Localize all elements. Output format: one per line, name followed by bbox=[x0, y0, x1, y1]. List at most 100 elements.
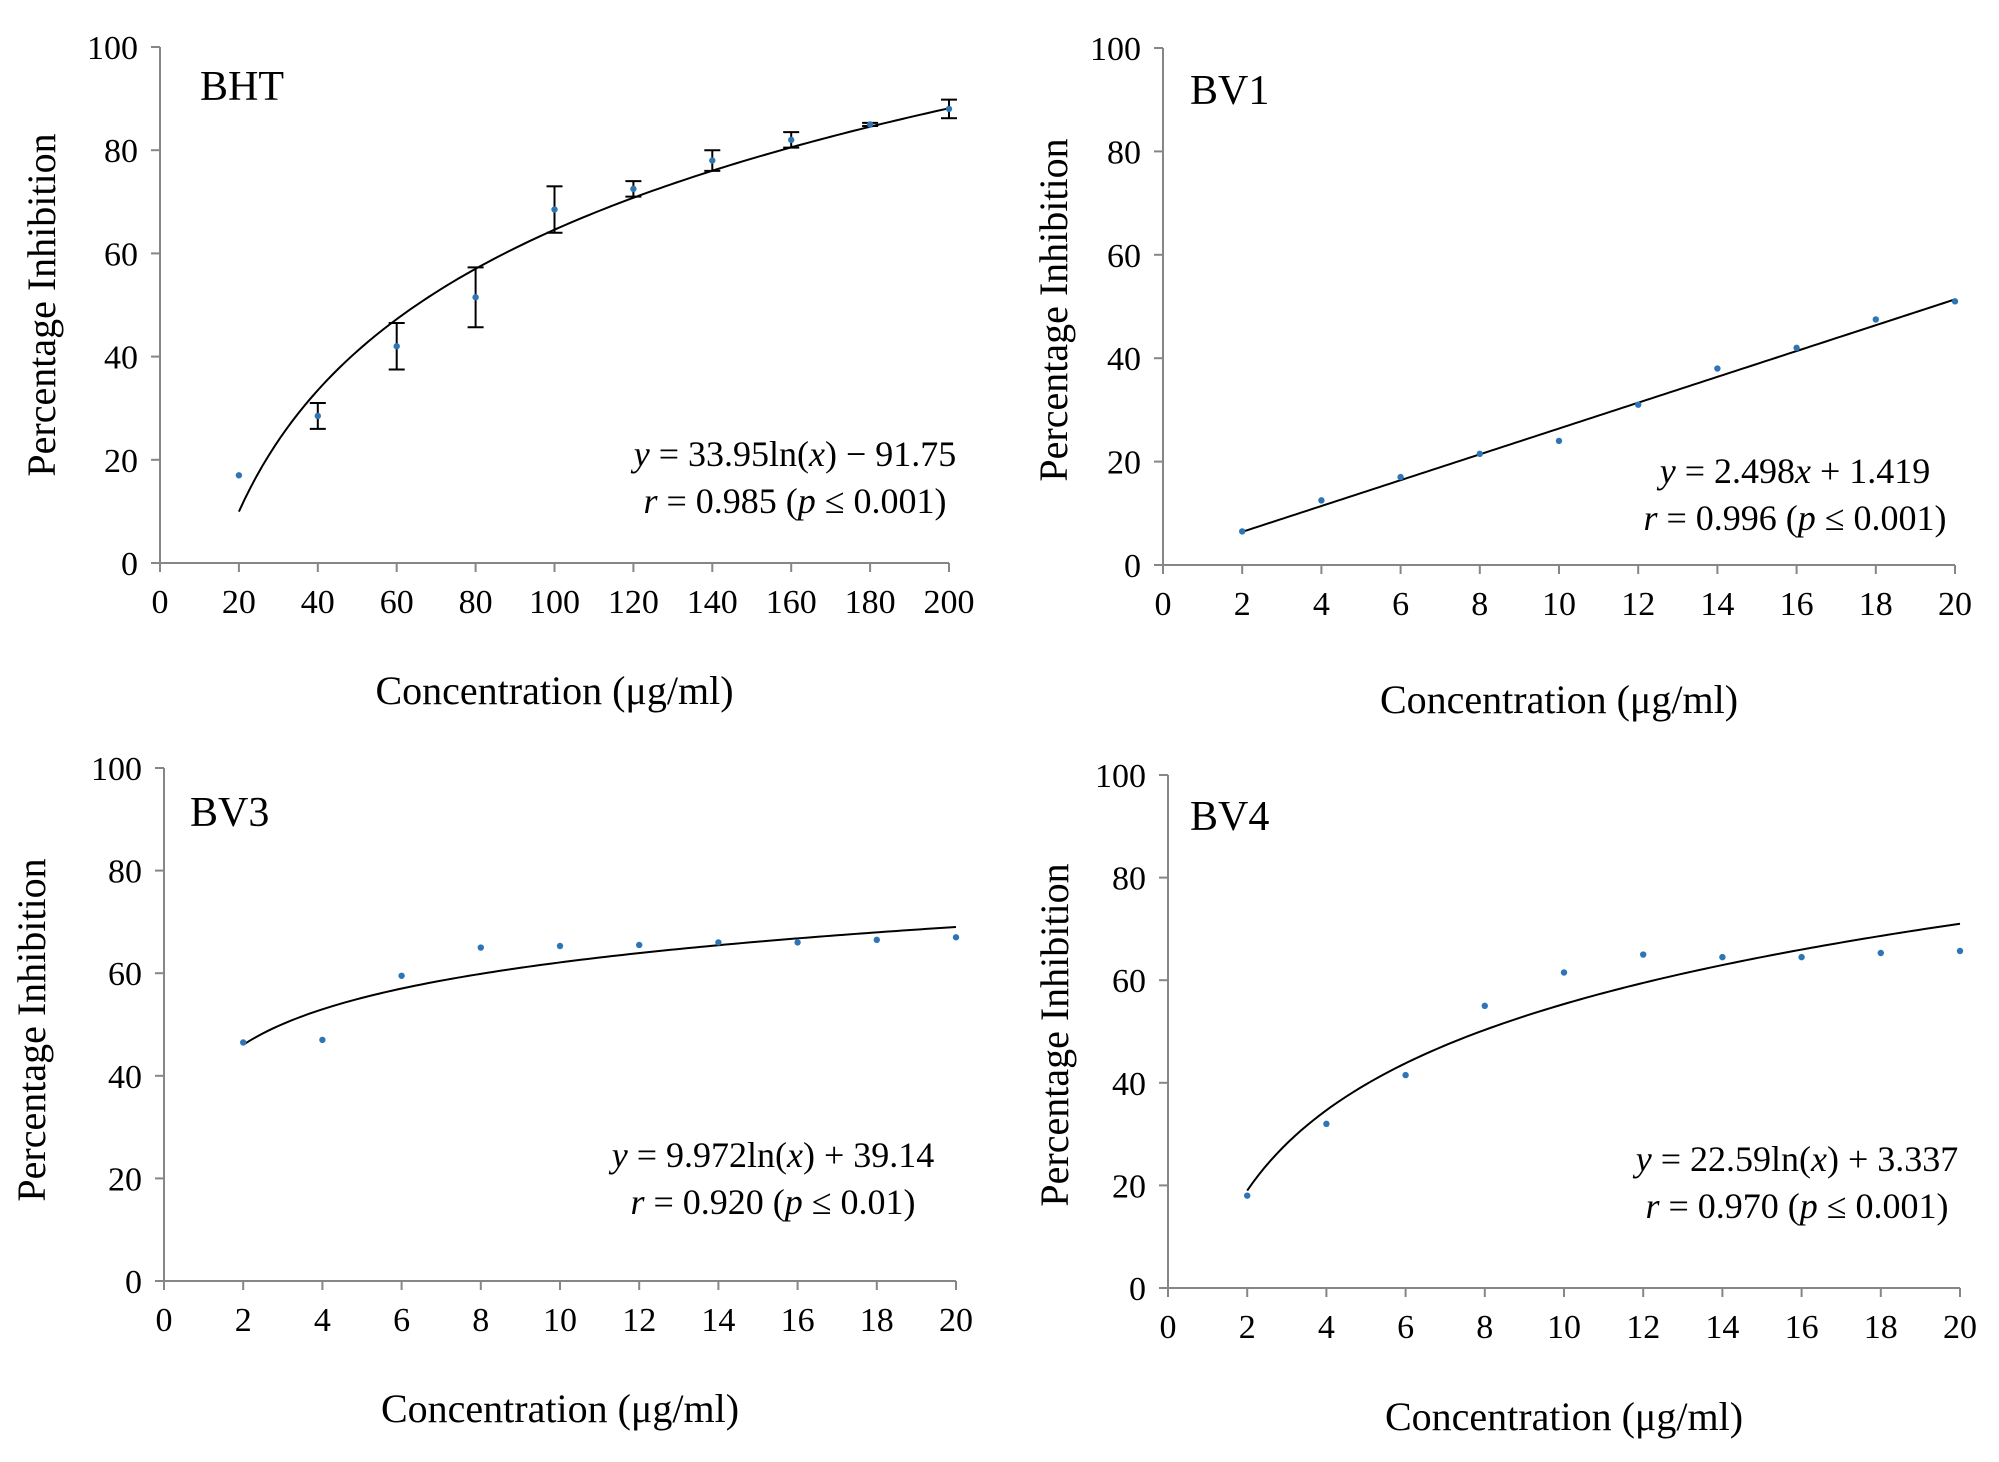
data-point bbox=[1481, 1002, 1489, 1010]
y-tick-label: 0 bbox=[1124, 548, 1141, 585]
data-point bbox=[1318, 497, 1325, 504]
regression-equation: y = 22.59ln(x) + 3.337 bbox=[1633, 1139, 1959, 1179]
y-tick-label: 0 bbox=[121, 546, 138, 583]
data-point bbox=[556, 942, 564, 950]
x-tick-label: 0 bbox=[156, 1302, 173, 1339]
x-tick-label: 180 bbox=[845, 584, 896, 621]
data-point bbox=[630, 185, 637, 193]
data-point bbox=[551, 206, 558, 213]
x-tick-label: 12 bbox=[622, 1302, 656, 1339]
equation-middle: = 22.59ln( bbox=[1652, 1139, 1811, 1179]
x-tick-label: 60 bbox=[380, 584, 414, 621]
x-tick-label: 0 bbox=[1155, 586, 1172, 623]
y-tick-label: 100 bbox=[1090, 31, 1141, 68]
data-point bbox=[1719, 953, 1726, 961]
chart-panel: 0 2 4 6 8 10 12 14 16 18 20 0 20 40 60 80 100 BV1 Concen… bbox=[1031, 31, 1972, 722]
y-tick-label: 60 bbox=[1112, 963, 1146, 1000]
x-axis-title: Concentration (μg/ml) bbox=[1380, 677, 1738, 722]
correlation-stat: r = 0.985 (p ≤ 0.001) bbox=[643, 481, 946, 521]
x-tick-label: 20 bbox=[1943, 1309, 1977, 1346]
x-tick-label: 0 bbox=[1160, 1309, 1177, 1346]
x-tick-label: 120 bbox=[608, 584, 659, 621]
equation-y-symbol: y bbox=[609, 1135, 628, 1175]
y-axis-title: Percentage Inhibition bbox=[1032, 863, 1077, 1206]
correlation-stat: r = 0.970 (p ≤ 0.001) bbox=[1645, 1186, 1948, 1226]
panel-title: BV4 bbox=[1190, 794, 1269, 840]
y-axis-title: Percentage Inhibition bbox=[19, 133, 64, 476]
data-point bbox=[873, 936, 880, 944]
x-tick-label: 14 bbox=[1700, 586, 1734, 623]
trendline bbox=[1241, 298, 1956, 533]
y-tick-label: 100 bbox=[87, 30, 138, 67]
data-point bbox=[1476, 450, 1484, 458]
stat-r-value: = 0.970 ( bbox=[1659, 1186, 1799, 1226]
x-tick-label: 200 bbox=[924, 584, 975, 621]
y-tick-label: 80 bbox=[1112, 861, 1146, 898]
chart-panel: 0 2 4 6 8 10 12 14 16 18 20 0 20 40 60 80 100 BV3 Concen… bbox=[9, 751, 973, 1431]
y-tick-label: 0 bbox=[125, 1264, 142, 1301]
equation-end: ) + 3.337 bbox=[1827, 1139, 1958, 1179]
x-tick-label: 20 bbox=[222, 584, 256, 621]
x-tick-label: 4 bbox=[1318, 1309, 1335, 1346]
data-point bbox=[1239, 528, 1246, 535]
x-tick-label: 16 bbox=[1785, 1309, 1819, 1346]
x-axis-title: Concentration (μg/ml) bbox=[1385, 1394, 1743, 1439]
x-tick-label: 18 bbox=[1864, 1309, 1898, 1346]
y-tick-label: 80 bbox=[1107, 134, 1141, 171]
data-point bbox=[1397, 473, 1404, 481]
x-tick-label: 6 bbox=[393, 1302, 410, 1339]
x-axis-title: Concentration (μg/ml) bbox=[381, 1386, 739, 1431]
x-tick-label: 8 bbox=[1471, 586, 1488, 623]
panel-title: BV3 bbox=[190, 790, 269, 836]
y-axis-title: Percentage Inhibition bbox=[9, 858, 54, 1201]
x-tick-label: 10 bbox=[1547, 1309, 1581, 1346]
x-tick-label: 6 bbox=[1392, 586, 1409, 623]
y-tick-label: 20 bbox=[1112, 1168, 1146, 1205]
data-point bbox=[1244, 1192, 1251, 1199]
x-tick-label: 20 bbox=[939, 1302, 973, 1339]
trendline bbox=[1246, 922, 1961, 1192]
data-point bbox=[1877, 949, 1885, 957]
stat-p-symbol: p bbox=[1795, 498, 1816, 538]
y-tick-label: 100 bbox=[91, 751, 142, 788]
stat-p-symbol: p bbox=[795, 481, 816, 521]
x-tick-label: 12 bbox=[1626, 1309, 1660, 1346]
y-tick-label: 60 bbox=[104, 236, 138, 273]
trendline bbox=[242, 925, 957, 1046]
x-tick-label: 100 bbox=[529, 584, 580, 621]
data-point bbox=[1951, 298, 1959, 305]
y-tick-label: 20 bbox=[1107, 445, 1141, 482]
data-point bbox=[1872, 316, 1880, 323]
data-point bbox=[1323, 1120, 1330, 1128]
regression-equation: y = 9.972ln(x) + 39.14 bbox=[609, 1135, 935, 1175]
data-point bbox=[393, 343, 400, 350]
chart-panel: 0 2 4 6 8 10 12 14 16 18 20 0 20 40 60 80 100 BV4 Concen… bbox=[1032, 758, 1977, 1439]
equation-y-symbol: y bbox=[1633, 1139, 1652, 1179]
data-point bbox=[1402, 1071, 1409, 1079]
x-tick-label: 6 bbox=[1397, 1309, 1414, 1346]
x-tick-label: 160 bbox=[766, 584, 817, 621]
stat-r-value: = 0.996 ( bbox=[1657, 498, 1797, 538]
stat-r-value: = 0.920 ( bbox=[644, 1182, 784, 1222]
data-point bbox=[1714, 365, 1721, 372]
stat-p-symbol: p bbox=[782, 1182, 803, 1222]
data-point bbox=[240, 1039, 247, 1046]
y-axis-title: Percentage Inhibition bbox=[1031, 138, 1076, 481]
chart-panel: 0 20 40 60 80 100 120 140 160 180 200020406080100 … bbox=[19, 30, 975, 713]
data-point bbox=[319, 1036, 326, 1044]
x-tick-label: 0 bbox=[152, 584, 169, 621]
x-tick-label: 40 bbox=[301, 584, 335, 621]
equation-y-symbol: y bbox=[631, 434, 650, 474]
data-point bbox=[945, 105, 953, 113]
y-tick-label: 20 bbox=[108, 1161, 142, 1198]
y-tick-label: 60 bbox=[108, 956, 142, 993]
data-point bbox=[1956, 947, 1964, 955]
equation-end: + 1.419 bbox=[1811, 451, 1930, 491]
stat-p-value: ≤ 0.01) bbox=[803, 1182, 916, 1222]
data-point bbox=[1793, 344, 1800, 352]
data-point bbox=[314, 412, 321, 420]
equation-x-symbol: x bbox=[1794, 451, 1811, 491]
equation-middle: = 2.498 bbox=[1676, 451, 1795, 491]
equation-x-symbol: x bbox=[808, 434, 825, 474]
